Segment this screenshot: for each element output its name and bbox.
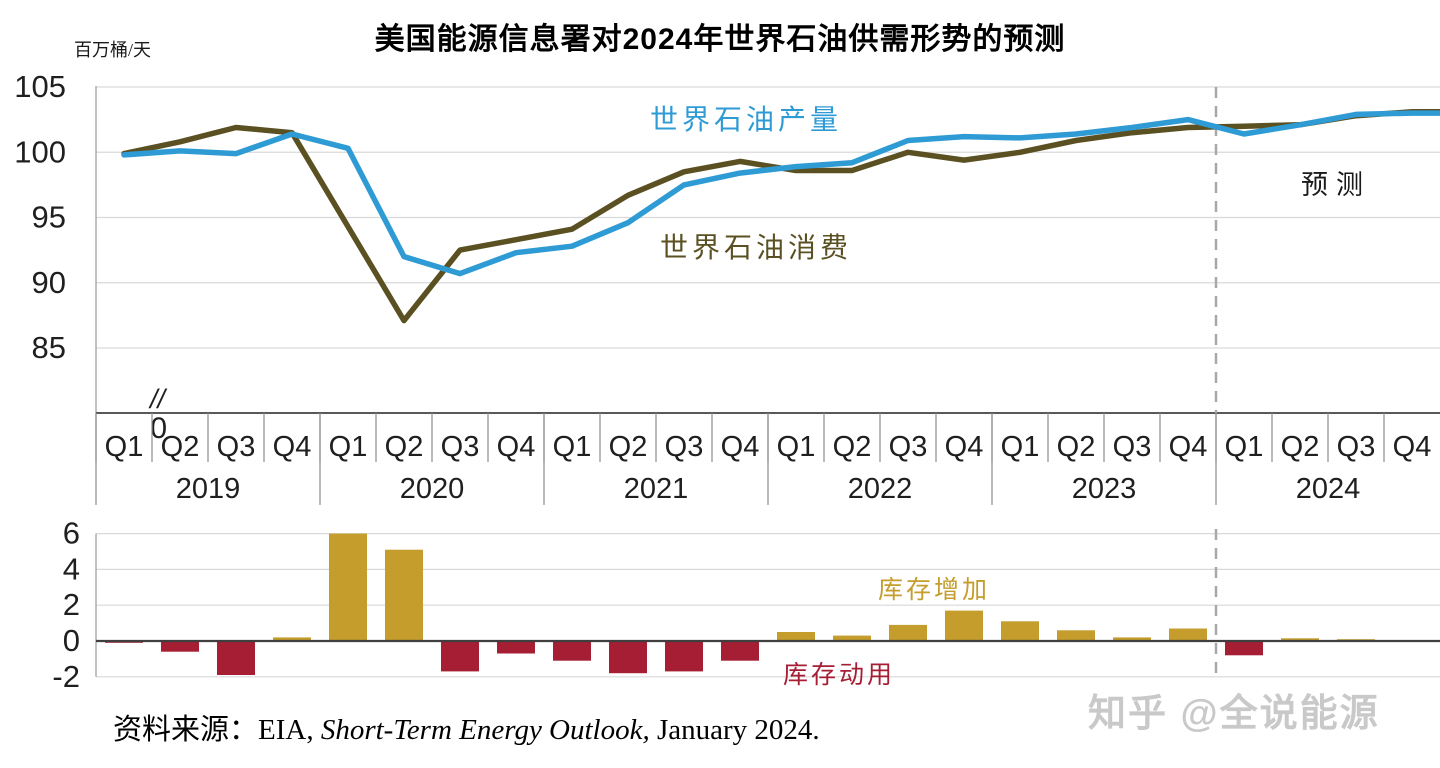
stock-change-bar [665,641,703,672]
consumption-line [121,109,1440,324]
year-label: 2020 [400,473,465,505]
stock-build-label: 库存增加 [878,577,991,604]
stock-change-bar [609,641,647,674]
year-label: 2019 [176,473,241,505]
y-tick-label: 0 [63,623,80,658]
quarter-label: Q1 [777,431,816,463]
consumption-series-label: 世界石油消费 [660,233,853,264]
source-note: 资料来源：EIA, Short-Term Energy Outlook, Jan… [113,706,820,748]
page-title: 美国能源信息署对2024年世界石油供需形势的预测 [374,23,1066,56]
stock-change-bar [777,632,815,641]
quarter-label: Q3 [217,431,256,463]
production-series-label: 世界石油产量 [650,105,843,136]
y-tick-label: 4 [63,551,80,586]
quarter-label: Q1 [1225,431,1264,463]
y-tick-label: 90 [32,265,66,300]
watermark: 知乎 @全说能源 [1088,693,1380,735]
stock-change-bar [1113,637,1151,641]
y-tick-label: 2 [63,587,80,622]
quarter-label: Q1 [553,431,592,463]
axis-break-zero-label: 0 [150,412,167,445]
axis-break-marker: // [148,384,168,414]
year-label: 2022 [848,473,913,505]
quarter-label: Q1 [1001,431,1040,463]
stock-change-bar [1057,630,1095,641]
quarter-label: Q3 [441,431,480,463]
stock-change-bar [721,641,759,661]
quarter-label: Q2 [161,431,200,463]
y-tick-label: 105 [14,69,66,104]
y-tick-label: -2 [52,659,80,694]
year-label: 2023 [1072,473,1137,505]
stock-change-bar [833,635,871,641]
quarter-label: Q1 [329,431,368,463]
quarter-label: Q2 [1281,431,1320,463]
year-label: 2024 [1296,473,1361,505]
quarter-label: Q4 [721,431,760,463]
stock-change-bar [497,641,535,654]
stock-change-bar [889,624,927,641]
stock-draw-label: 库存动用 [783,662,896,689]
quarter-label: Q2 [1057,431,1096,463]
quarter-label: Q2 [833,431,872,463]
quarter-label: Q4 [497,431,536,463]
source-suffix: January 2024. [649,714,820,746]
quarter-label: Q3 [665,431,704,463]
source-prefix: 资料来源：EIA, [113,714,321,746]
stock-change-bar [945,610,983,641]
stock-change-bar [217,641,255,675]
stock-change-bar [329,533,367,641]
quarter-label: Q3 [889,431,928,463]
quarter-label: Q1 [105,431,144,463]
quarter-label: Q4 [1393,431,1432,463]
source-publication: Short-Term Energy Outlook, [320,714,650,746]
quarter-label: Q4 [945,431,984,463]
quarter-label: Q4 [273,431,312,463]
production-line [121,110,1440,277]
forecast-annotation: 预测 [1301,170,1371,200]
stock-change-bar [1225,641,1263,656]
quarter-label: Q2 [609,431,648,463]
stock-change-bar [1169,628,1207,641]
stock-change-bar [273,637,311,641]
y-tick-label: 85 [32,330,66,365]
stock-change-bar [441,641,479,672]
y-tick-label: 6 [63,516,80,551]
stock-change-bar [161,641,199,652]
quarter-label: Q3 [1113,431,1152,463]
stock-change-bar [1281,638,1319,641]
y-axis-unit-label: 百万桶/天 [74,40,152,60]
quarter-label: Q3 [1337,431,1376,463]
quarter-label: Q2 [385,431,424,463]
y-tick-label: 100 [14,134,66,169]
stock-change-bar [1001,621,1039,641]
year-label: 2021 [624,473,689,505]
quarter-label: Q4 [1169,431,1208,463]
stock-change-bar [553,641,591,661]
y-tick-label: 95 [32,200,66,235]
stock-change-bar [385,549,423,641]
